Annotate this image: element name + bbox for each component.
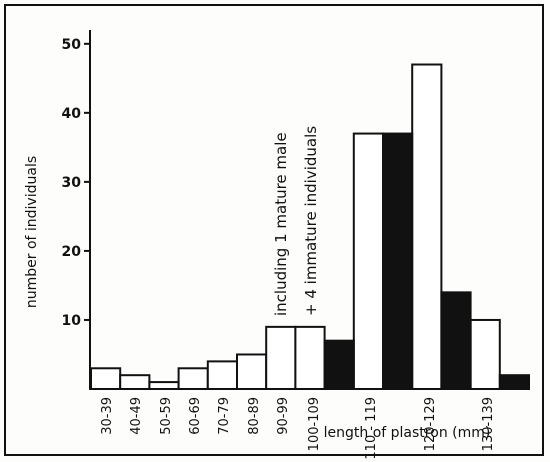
open-bars xyxy=(90,63,501,391)
annotation-mature-male: including 1 mature male xyxy=(272,132,290,316)
bar-filled xyxy=(323,339,355,390)
x-tick-label: 80-89 xyxy=(247,397,262,435)
y-tick-label: 50 xyxy=(62,37,82,53)
bar-open xyxy=(294,325,326,391)
y-ticks: 10 20 30 40 50 xyxy=(62,37,90,329)
x-tick-label: 70-79 xyxy=(217,397,232,435)
y-tick-label: 10 xyxy=(62,313,82,329)
bar-filled xyxy=(440,291,472,391)
bar-open xyxy=(411,63,443,391)
x-tick-label: 110 - 119 xyxy=(364,397,379,460)
x-tick-label: 50-59 xyxy=(159,397,174,435)
bar-open xyxy=(236,353,268,391)
x-tick-label: 120-129 xyxy=(423,397,438,451)
bar-open xyxy=(119,374,151,391)
bar-open xyxy=(148,381,180,391)
x-tick-label: 60-69 xyxy=(188,397,203,435)
x-tick-label: 30-39 xyxy=(100,397,115,435)
annotation-immature-individuals: + 4 immature individuals xyxy=(302,126,320,316)
y-axis-label: number of individuals xyxy=(24,156,40,308)
x-tick-label: 90-99 xyxy=(276,397,291,435)
chart-frame xyxy=(4,4,544,456)
bar-open xyxy=(90,367,122,390)
x-tick-labels: 30-39 40-49 50-59 60-69 70-79 80-89 90-99 100-1… xyxy=(100,397,496,460)
x-tick-label: 130-139 xyxy=(481,397,496,451)
bar-open xyxy=(177,367,209,390)
bar-open xyxy=(352,132,384,390)
y-tick-label: 20 xyxy=(62,244,82,260)
bar-open xyxy=(265,325,297,391)
filled-bars xyxy=(323,132,530,391)
bar-open xyxy=(469,318,501,391)
bar-open xyxy=(206,360,239,390)
x-axis-label: length of plastron (mm) xyxy=(324,425,491,441)
x-tick-label: 100-109 xyxy=(307,397,322,451)
bar-filled xyxy=(498,374,530,391)
y-tick-label: 40 xyxy=(62,106,82,122)
x-tick-label: 40-49 xyxy=(129,397,144,435)
bar-filled xyxy=(382,132,414,390)
y-tick-label: 30 xyxy=(62,175,82,191)
